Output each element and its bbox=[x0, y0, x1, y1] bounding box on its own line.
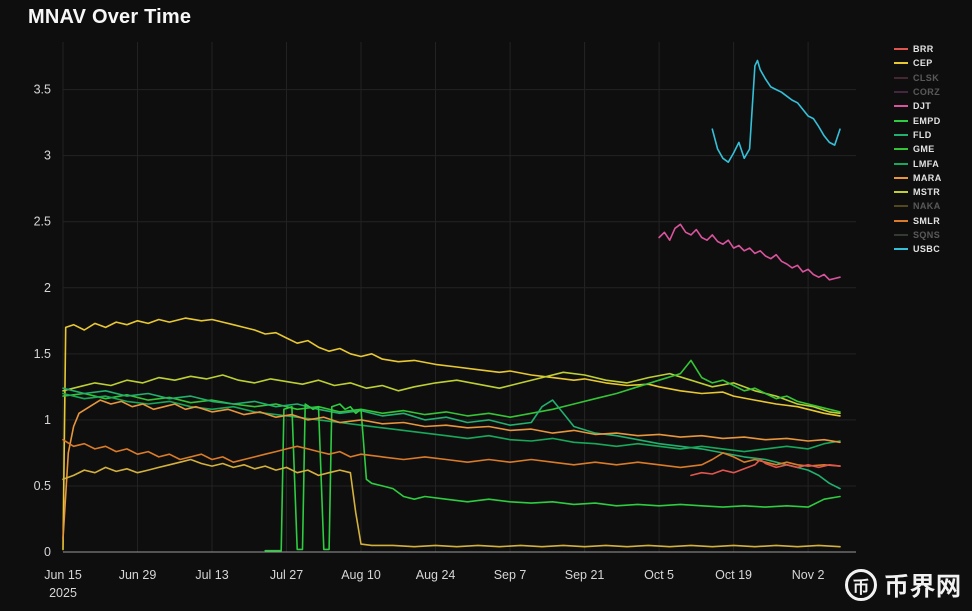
empd-series-swatch bbox=[894, 119, 908, 122]
series-line-mstr bbox=[62, 371, 841, 415]
fld-series-swatch bbox=[894, 133, 908, 136]
series-line-lmfa bbox=[62, 392, 841, 453]
mstr-series-swatch bbox=[894, 191, 908, 194]
legend-label: EMPD bbox=[913, 115, 941, 126]
legend-label: MARA bbox=[913, 172, 942, 183]
series-line-mara bbox=[62, 399, 841, 540]
corz-series-swatch bbox=[894, 91, 908, 94]
x-tick-label: Jul 13 bbox=[195, 568, 228, 582]
legend-label: SQNS bbox=[913, 230, 941, 240]
legend-label: BRR bbox=[913, 44, 934, 55]
naka-series-swatch bbox=[894, 205, 908, 208]
y-tick-label: 3 bbox=[44, 149, 51, 163]
legend-item-brr[interactable]: BRR bbox=[894, 42, 966, 56]
legend-label: FLD bbox=[913, 129, 932, 140]
series-line-naka bbox=[62, 458, 841, 548]
watermark-logo-icon: 币 bbox=[844, 569, 877, 601]
y-tick-label: 2.5 bbox=[34, 215, 51, 229]
y-tick-label: 1.5 bbox=[34, 347, 51, 361]
sqns-series-swatch bbox=[894, 234, 908, 236]
legend-item-smlr[interactable]: SMLR bbox=[894, 214, 966, 228]
watermark: 币 币界网 bbox=[844, 567, 962, 603]
x-tick-label: Oct 5 bbox=[644, 568, 674, 582]
x-tick-label: Nov 2 bbox=[792, 568, 825, 582]
legend-item-mara[interactable]: MARA bbox=[894, 171, 966, 185]
clsk-series-swatch bbox=[894, 76, 908, 79]
legend-item-fld[interactable]: FLD bbox=[894, 128, 966, 142]
chart-title: MNAV Over Time bbox=[28, 6, 192, 28]
legend-item-djt[interactable]: DJT bbox=[894, 99, 966, 113]
legend: BRR CEP CLSK CORZ DJT EMPD FLD GME LMFA MARA MSTR N… bbox=[894, 42, 966, 256]
x-tick-sublabel: 2025 bbox=[49, 586, 77, 600]
usbc-series-swatch bbox=[894, 248, 908, 251]
legend-label: CLSK bbox=[913, 72, 940, 83]
legend-item-empd[interactable]: EMPD bbox=[894, 113, 966, 127]
series-line-cep bbox=[62, 317, 841, 551]
legend-label: SMLR bbox=[913, 215, 941, 226]
smlr-series-swatch bbox=[894, 219, 908, 222]
legend-label: MSTR bbox=[913, 187, 941, 198]
legend-item-corz[interactable]: CORZ bbox=[894, 85, 966, 99]
x-tick-label: Sep 21 bbox=[565, 568, 605, 582]
series-line-empd bbox=[264, 403, 841, 552]
brr-series-swatch bbox=[894, 48, 908, 51]
djt-series-swatch bbox=[894, 105, 908, 108]
y-tick-label: 1 bbox=[44, 413, 51, 427]
gme-series-swatch bbox=[894, 148, 908, 151]
x-tick-label: Jun 29 bbox=[119, 568, 157, 582]
legend-item-naka[interactable]: NAKA bbox=[894, 199, 966, 213]
legend-label: CEP bbox=[913, 58, 933, 69]
series-line-fld bbox=[62, 387, 841, 490]
legend-item-gme[interactable]: GME bbox=[894, 142, 966, 156]
legend-item-sqns[interactable]: SQNS bbox=[894, 228, 966, 242]
legend-item-mstr[interactable]: MSTR bbox=[894, 185, 966, 199]
series-line-djt bbox=[658, 223, 841, 281]
legend-item-clsk[interactable]: CLSK bbox=[894, 71, 966, 85]
legend-label: LMFA bbox=[913, 158, 940, 169]
x-tick-label: Aug 10 bbox=[341, 568, 381, 582]
y-tick-label: 0.5 bbox=[34, 479, 51, 493]
cep-series-swatch bbox=[894, 62, 908, 65]
y-tick-label: 3.5 bbox=[34, 83, 51, 97]
legend-label: NAKA bbox=[913, 201, 941, 212]
x-tick-label: Sep 7 bbox=[494, 568, 527, 582]
series-line-usbc bbox=[711, 59, 841, 163]
y-tick-label: 2 bbox=[44, 281, 51, 295]
series-line-brr bbox=[690, 458, 841, 477]
mara-series-swatch bbox=[894, 176, 908, 179]
legend-item-cep[interactable]: CEP bbox=[894, 56, 966, 70]
x-tick-label: Jul 27 bbox=[270, 568, 303, 582]
series-line-gme bbox=[62, 359, 841, 419]
lmfa-series-swatch bbox=[894, 162, 908, 165]
watermark-text: 币界网 bbox=[883, 573, 962, 601]
legend-label: GME bbox=[913, 144, 935, 155]
x-tick-label: Jun 15 bbox=[44, 568, 82, 582]
legend-label: USBC bbox=[913, 244, 941, 255]
legend-item-lmfa[interactable]: LMFA bbox=[894, 156, 966, 170]
legend-label: CORZ bbox=[913, 87, 941, 98]
x-tick-label: Oct 19 bbox=[715, 568, 752, 582]
legend-item-usbc[interactable]: USBC bbox=[894, 242, 966, 256]
y-tick-label: 0 bbox=[44, 545, 51, 559]
legend-label: DJT bbox=[913, 101, 932, 112]
series-line-smlr bbox=[62, 438, 841, 469]
x-tick-label: Aug 24 bbox=[416, 568, 456, 582]
